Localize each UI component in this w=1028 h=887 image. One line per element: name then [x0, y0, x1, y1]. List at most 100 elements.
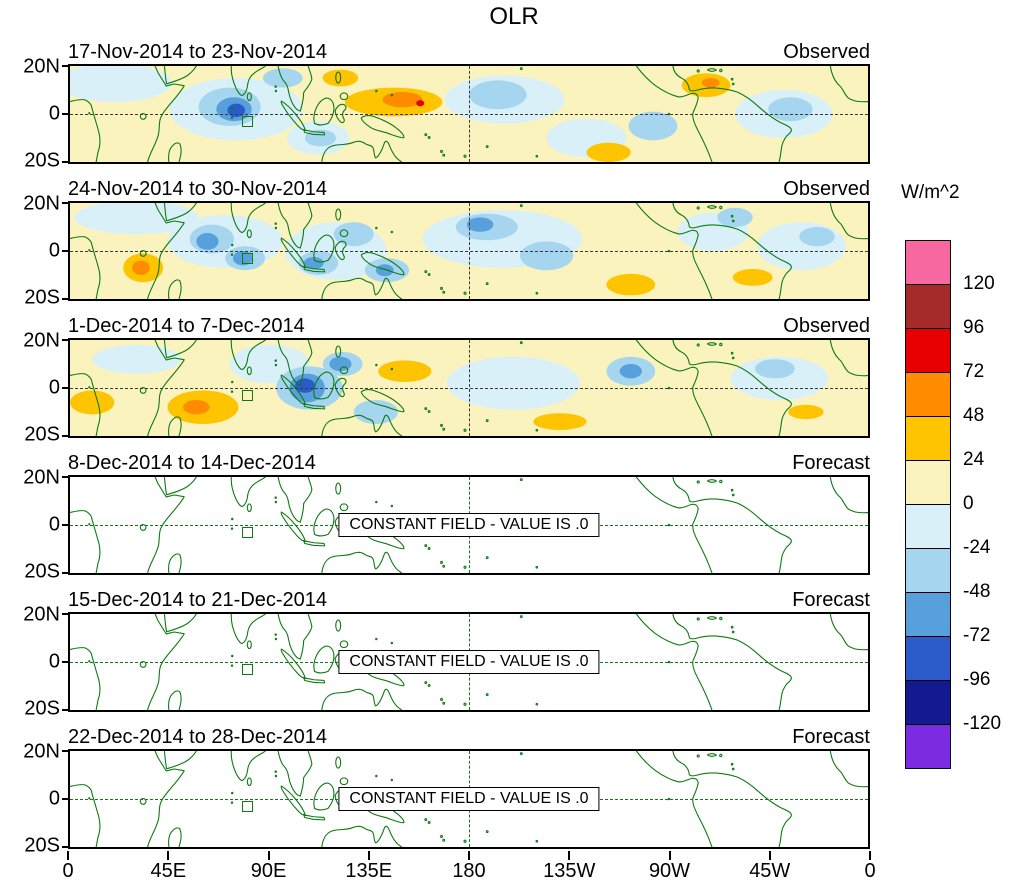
- colorbar-cell: [905, 240, 951, 285]
- world-map: [70, 66, 868, 162]
- y-axis-tick: [62, 339, 68, 341]
- x-axis-tick: [167, 851, 170, 860]
- colorbar-cell: [905, 636, 951, 681]
- y-axis-tick: [62, 750, 68, 752]
- colorbar: W/m^2 120 96 72 48 24 0 -24 -48 -72 -96 …: [901, 182, 1001, 769]
- colorbar-cell: [905, 460, 951, 505]
- y-axis-tick: [62, 709, 68, 711]
- chart-title: OLR: [489, 3, 539, 30]
- constant-field-label: CONSTANT FIELD - VALUE IS .0: [338, 650, 600, 674]
- y-axis-tick: [62, 572, 68, 574]
- panel-source-label: Forecast: [792, 589, 870, 611]
- map-observed-3: 20N 0 20S: [23, 330, 870, 445]
- x-axis-label: 90W: [648, 860, 691, 882]
- y-axis-label: 20S: [24, 286, 60, 309]
- x-axis-label: 0: [62, 860, 74, 882]
- x-axis-label: 135E: [345, 860, 393, 882]
- y-axis-tick: [62, 524, 68, 526]
- x-axis-label: 0: [864, 860, 876, 882]
- colorbar-tick-label: 0: [963, 493, 974, 514]
- x-axis-label: 180: [452, 860, 486, 882]
- dateline-gridline: [469, 203, 470, 299]
- x-axis-tick: [869, 851, 871, 860]
- y-axis-label: 0: [48, 513, 60, 536]
- x-axis-label: 90E: [250, 860, 287, 882]
- colorbar-cell: [905, 680, 951, 725]
- y-axis-tick: [62, 298, 68, 300]
- y-axis-tick: [62, 798, 68, 800]
- colorbar-tick-label: -96: [963, 669, 991, 690]
- dateline-gridline: [469, 66, 470, 162]
- colorbar-tick-label: -48: [963, 581, 991, 602]
- panel-date-range: 22-Dec-2014 to 28-Dec-2014: [68, 726, 328, 748]
- x-axis-tick: [67, 851, 69, 860]
- y-axis-tick: [62, 161, 68, 163]
- x-axis-tick: [568, 851, 571, 860]
- map-forecast-3: 20N 0 20S CONSTANT FIELD - VALUE IS .0: [23, 741, 870, 856]
- y-axis-label: 20N: [23, 603, 60, 626]
- x-axis-label: 135W: [543, 860, 596, 882]
- map-panel-4: 8-Dec-2014 to 14-Dec-2014 Forecast 20N 0…: [23, 449, 870, 582]
- map-panel-3: 1-Dec-2014 to 7-Dec-2014 Observed 20N 0 …: [23, 312, 870, 445]
- colorbar-tick-label: 48: [963, 405, 985, 426]
- y-axis-label: 20N: [23, 329, 60, 352]
- colorbar-tick-label: -24: [963, 537, 991, 558]
- panel-source-label: Forecast: [792, 452, 870, 474]
- colorbar-cell: [905, 548, 951, 593]
- y-axis-label: 0: [48, 239, 60, 262]
- colorbar-cell: [905, 724, 951, 769]
- x-axis-label: 45E: [150, 860, 187, 882]
- y-axis-label: 20N: [23, 192, 60, 215]
- region-marker-box: [242, 252, 254, 264]
- constant-field-label: CONSTANT FIELD - VALUE IS .0: [338, 513, 600, 537]
- y-axis-label: 0: [48, 650, 60, 673]
- colorbar-cell: [905, 504, 951, 549]
- colorbar-cell: [905, 328, 951, 373]
- y-axis-tick: [62, 65, 68, 67]
- panel-date-range: 1-Dec-2014 to 7-Dec-2014: [68, 315, 305, 337]
- colorbar-tick-label: 24: [963, 449, 985, 470]
- panel-source-label: Observed: [783, 41, 870, 63]
- y-axis-label: 20S: [24, 834, 60, 857]
- region-marker-box: [242, 115, 254, 127]
- x-axis-tick: [768, 851, 771, 860]
- olr-anomaly-field: [74, 203, 846, 296]
- panel-date-range: 8-Dec-2014 to 14-Dec-2014: [68, 452, 316, 474]
- panel-date-range: 17-Nov-2014 to 23-Nov-2014: [68, 41, 328, 63]
- x-axis-tick: [468, 851, 470, 860]
- x-axis-label: 45W: [749, 860, 791, 882]
- y-axis-tick: [62, 661, 68, 663]
- panel-source-label: Observed: [783, 315, 870, 337]
- y-axis-label: 0: [48, 787, 60, 810]
- dateline-gridline: [469, 340, 470, 436]
- y-axis-tick: [62, 113, 68, 115]
- map-forecast-1: 20N 0 20S CONSTANT FIELD - VALUE IS .0: [23, 467, 870, 582]
- y-axis-tick: [62, 476, 68, 478]
- colorbar-cells: [905, 240, 951, 769]
- y-axis-label: 20S: [24, 423, 60, 446]
- x-axis-tick: [267, 851, 270, 860]
- region-marker-box: [242, 389, 254, 401]
- region-marker-box: [242, 800, 254, 812]
- x-axis: 0 45E 90E 135E 180 135W 90W 45W 0: [62, 851, 876, 885]
- y-axis-label: 0: [48, 102, 60, 125]
- panel-date-range: 24-Nov-2014 to 30-Nov-2014: [68, 178, 328, 200]
- y-axis-label: 20N: [23, 466, 60, 489]
- map-panel-5: 15-Dec-2014 to 21-Dec-2014 Forecast 20N …: [23, 586, 870, 719]
- colorbar-tick-label: 96: [963, 317, 985, 338]
- region-marker-box: [242, 526, 254, 538]
- panel-source-label: Observed: [783, 178, 870, 200]
- y-axis-tick: [62, 387, 68, 389]
- panel-date-range: 15-Dec-2014 to 21-Dec-2014: [68, 589, 328, 611]
- colorbar-tick-label: 72: [963, 361, 985, 382]
- colorbar-unit-label: W/m^2: [901, 182, 960, 203]
- world-map: [70, 203, 868, 299]
- map-observed-1: 20N 0 20S: [23, 56, 870, 171]
- y-axis-label: 0: [48, 376, 60, 399]
- y-axis-tick: [62, 613, 68, 615]
- y-axis-tick: [62, 846, 68, 848]
- y-axis-tick: [62, 435, 68, 437]
- colorbar-cell: [905, 372, 951, 417]
- panel-source-label: Forecast: [792, 726, 870, 748]
- map-panel-1: 17-Nov-2014 to 23-Nov-2014 Observed 20N …: [23, 38, 870, 171]
